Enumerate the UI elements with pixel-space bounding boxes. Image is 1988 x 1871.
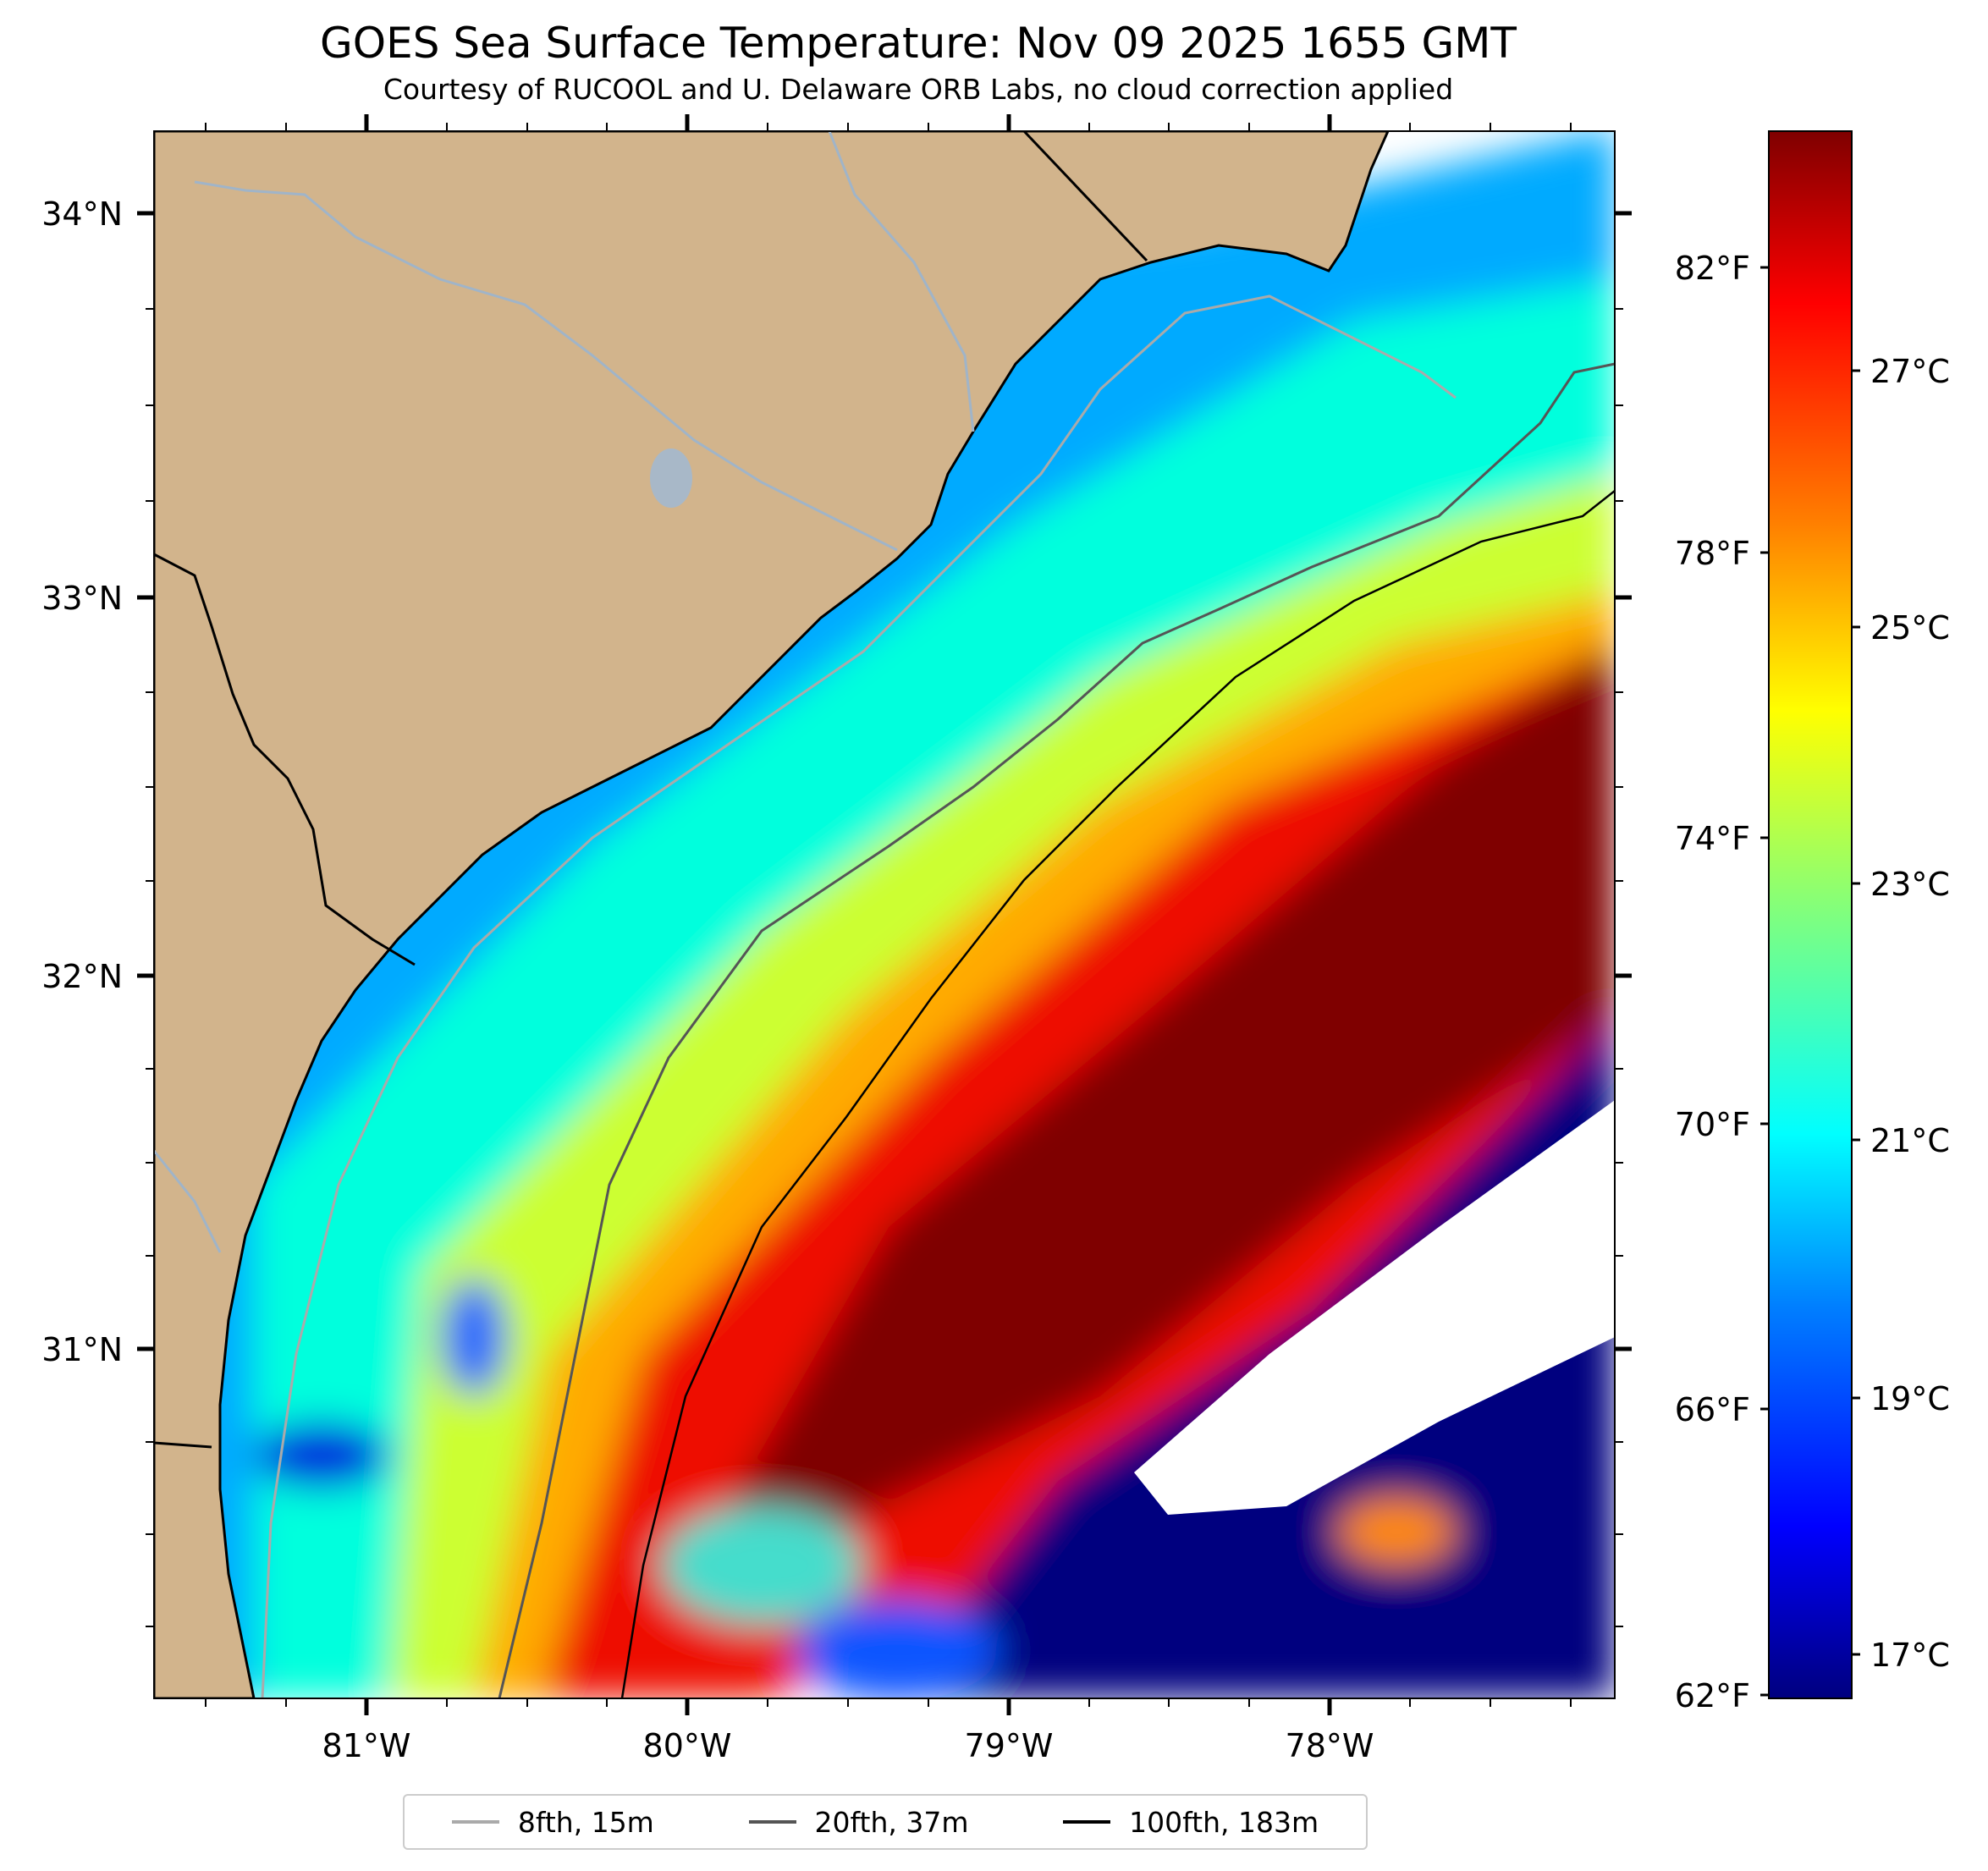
legend-item-100fth: 100fth, 183m	[1063, 1806, 1319, 1839]
lake-marion	[650, 448, 692, 508]
map-frame	[153, 130, 1616, 1699]
lon-label-80w: 80°W	[643, 1727, 732, 1764]
legend-line-100fth	[1063, 1820, 1111, 1824]
sst-field	[154, 131, 1615, 1698]
lat-label-31n: 31°N	[41, 1331, 123, 1368]
colorbar-label-82f: 82°F	[1675, 250, 1750, 287]
lat-label-32n: 32°N	[41, 958, 123, 995]
lat-label-33n: 33°N	[41, 580, 123, 617]
colorbar-label-66f: 66°F	[1675, 1391, 1750, 1428]
isobath-20fth	[498, 362, 1615, 1698]
major-ticks	[137, 114, 1632, 1715]
legend-line-20fth	[748, 1820, 796, 1824]
sst-map	[154, 131, 1615, 1698]
colorbar-label-17c: 17°C	[1870, 1637, 1950, 1674]
minor-ticks	[146, 123, 1623, 1707]
no-data-region	[1134, 1100, 1615, 1515]
legend-line-8fth	[451, 1820, 499, 1824]
colorbar-label-70f: 70°F	[1675, 1106, 1750, 1143]
colorbar	[1768, 130, 1853, 1699]
state-border-ga-fl	[154, 1441, 212, 1449]
lon-label-79w: 79°W	[965, 1727, 1054, 1764]
colorbar-ticks-c	[1852, 369, 1860, 1656]
colorbar-label-19c: 19°C	[1870, 1380, 1950, 1417]
lon-label-78w: 78°W	[1286, 1727, 1374, 1764]
colorbar-ticks-f	[1760, 266, 1769, 1697]
river	[194, 180, 898, 552]
legend-item-8fth: 8fth, 15m	[451, 1805, 654, 1839]
land	[154, 131, 1390, 1698]
lat-label-34n: 34°N	[41, 195, 123, 233]
colorbar-label-62f: 62°F	[1675, 1677, 1750, 1714]
legend-label-100fth: 100fth, 183m	[1129, 1805, 1319, 1839]
map-title: GOES Sea Surface Temperature: Nov 09 202…	[320, 19, 1517, 68]
isobath-8fth	[261, 294, 1457, 1698]
river	[828, 131, 975, 432]
river	[154, 1150, 222, 1253]
map-subtitle: Courtesy of RUCOOL and U. Delaware ORB L…	[383, 73, 1454, 106]
legend-label-8fth: 8fth, 15m	[517, 1805, 654, 1839]
colorbar-label-74f: 74°F	[1675, 820, 1750, 857]
legend-label-20fth: 20fth, 37m	[814, 1805, 969, 1839]
legend-item-20fth: 20fth, 37m	[748, 1805, 969, 1839]
colorbar-label-27c: 27°C	[1870, 353, 1950, 390]
state-border-sc-ga	[154, 553, 416, 966]
isobath-legend: 8fth, 15m 20fth, 37m 100fth, 183m	[403, 1794, 1368, 1850]
colorbar-label-25c: 25°C	[1870, 609, 1950, 647]
colorbar-label-78f: 78°F	[1675, 535, 1750, 572]
isobath-100fth	[620, 490, 1615, 1698]
colorbar-label-23c: 23°C	[1870, 866, 1950, 903]
lon-label-81w: 81°W	[322, 1727, 411, 1764]
state-border-nc-sc	[1022, 131, 1148, 262]
colorbar-label-21c: 21°C	[1870, 1122, 1950, 1159]
